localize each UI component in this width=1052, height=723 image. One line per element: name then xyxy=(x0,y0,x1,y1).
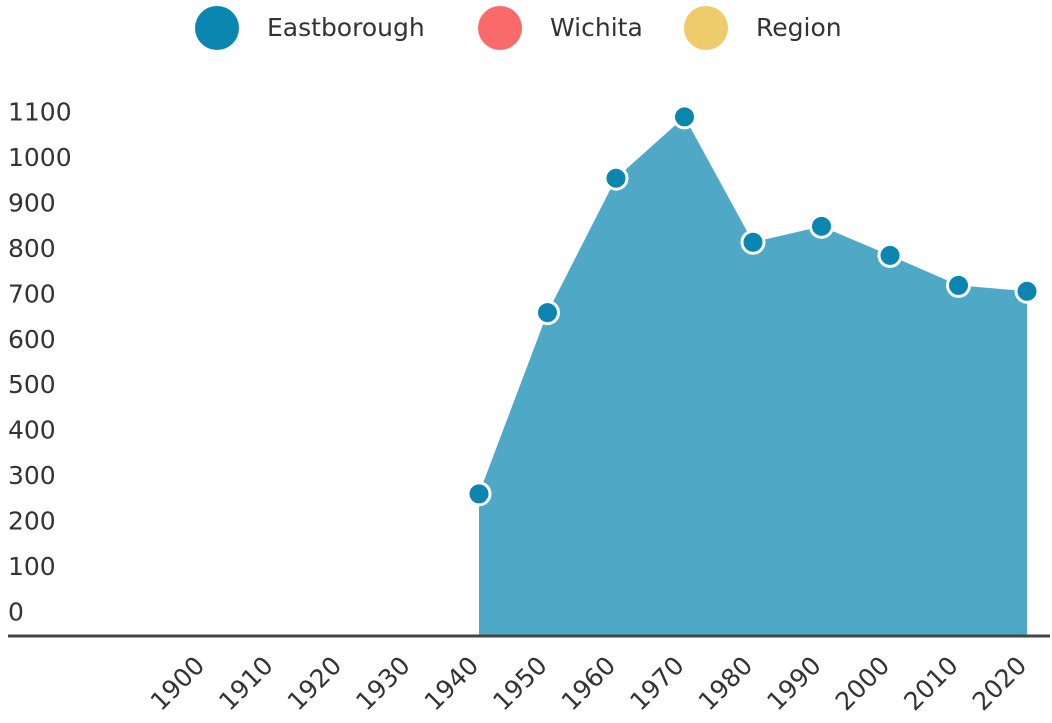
data-point xyxy=(877,242,903,268)
data-point xyxy=(603,165,629,191)
data-point xyxy=(535,300,560,326)
x-tick-label: 1950 xyxy=(487,651,552,716)
legend-label: Region xyxy=(756,13,842,42)
x-tick-label: 1900 xyxy=(145,651,210,716)
x-tick-label: 2010 xyxy=(898,651,963,716)
data-point xyxy=(1014,278,1040,304)
data-point xyxy=(946,272,971,298)
data-point xyxy=(466,481,492,507)
y-tick-label: 500 xyxy=(8,370,56,399)
y-tick-label: 800 xyxy=(8,234,56,263)
y-tick-label: 900 xyxy=(8,189,56,218)
data-point xyxy=(809,213,834,239)
y-tick-label: 400 xyxy=(8,416,56,445)
y-tick-label: 600 xyxy=(8,325,56,354)
x-tick-label: 2020 xyxy=(967,651,1032,716)
y-tick-label: 300 xyxy=(8,461,56,490)
legend-swatch xyxy=(478,6,522,50)
data-point xyxy=(740,229,766,255)
y-tick-label: 200 xyxy=(8,506,56,535)
x-tick-label: 1990 xyxy=(761,651,826,716)
x-tick-label: 1980 xyxy=(693,651,758,716)
x-tick-label: 1940 xyxy=(419,651,484,716)
legend-label: Eastborough xyxy=(267,13,425,42)
x-tick-label: 1970 xyxy=(624,651,689,716)
y-tick-label: 1100 xyxy=(8,98,72,127)
legend-label: Wichita xyxy=(550,13,643,42)
y-tick-label: 1000 xyxy=(8,143,72,172)
y-tick-label: 0 xyxy=(8,597,24,626)
y-tick-label: 700 xyxy=(8,279,56,308)
x-tick-label: 1920 xyxy=(282,651,347,716)
legend-swatch xyxy=(684,6,728,50)
x-tick-label: 1960 xyxy=(556,651,621,716)
data-point xyxy=(672,104,697,130)
y-tick-label: 100 xyxy=(8,552,56,581)
x-tick-label: 1930 xyxy=(350,651,415,716)
area xyxy=(479,116,1027,636)
x-tick-label: 1910 xyxy=(213,651,278,716)
x-tick-label: 2000 xyxy=(830,651,895,716)
legend-swatch xyxy=(195,6,239,50)
